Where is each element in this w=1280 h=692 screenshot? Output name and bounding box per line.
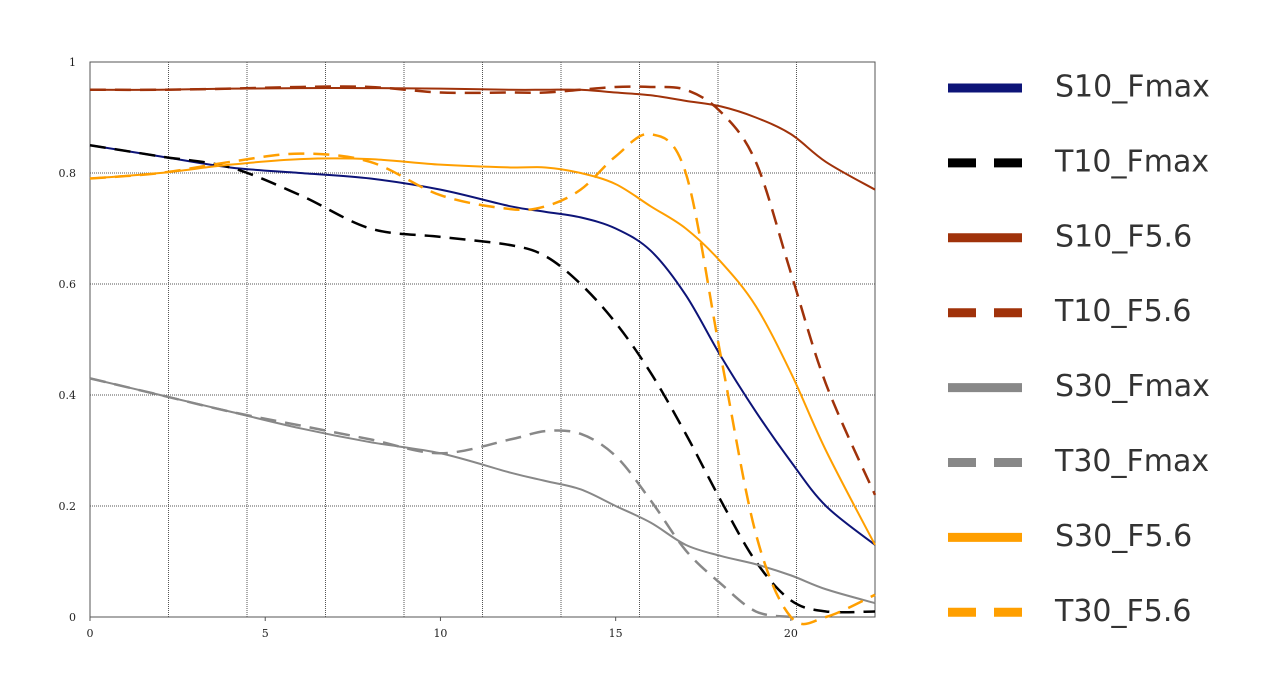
series-line	[89, 377, 876, 605]
series-line	[89, 157, 876, 546]
y-tick-label: 0.4	[59, 389, 77, 402]
legend-label: T30_F5.6	[1054, 594, 1191, 629]
legend-label: T10_Fmax	[1054, 144, 1209, 179]
series-line	[89, 144, 876, 546]
y-tick-label: 0.8	[59, 167, 77, 180]
series-line	[89, 85, 877, 496]
x-tick-label: 15	[609, 627, 623, 640]
y-tick-label: 0.6	[59, 278, 77, 291]
series-line	[89, 377, 792, 619]
series-line	[89, 144, 876, 614]
x-tick-label: 0	[87, 627, 94, 640]
legend-label: T10_F5.6	[1054, 294, 1191, 329]
x-tick-label: 10	[433, 627, 447, 640]
plot-area	[89, 61, 876, 618]
y-tick-label: 0.2	[59, 500, 77, 513]
x-tick-label: 5	[262, 627, 269, 640]
legend-label: T30_Fmax	[1054, 444, 1209, 479]
series-line	[89, 132, 876, 626]
x-tick-label: 20	[784, 627, 798, 640]
legend-label: S10_Fmax	[1055, 70, 1210, 105]
legend-label: S30_F5.6	[1055, 519, 1192, 554]
y-tick-label: 0	[69, 611, 76, 624]
legend-label: S30_Fmax	[1055, 369, 1210, 404]
y-tick-label: 1	[69, 56, 76, 69]
legend-label: S10_F5.6	[1055, 219, 1192, 254]
